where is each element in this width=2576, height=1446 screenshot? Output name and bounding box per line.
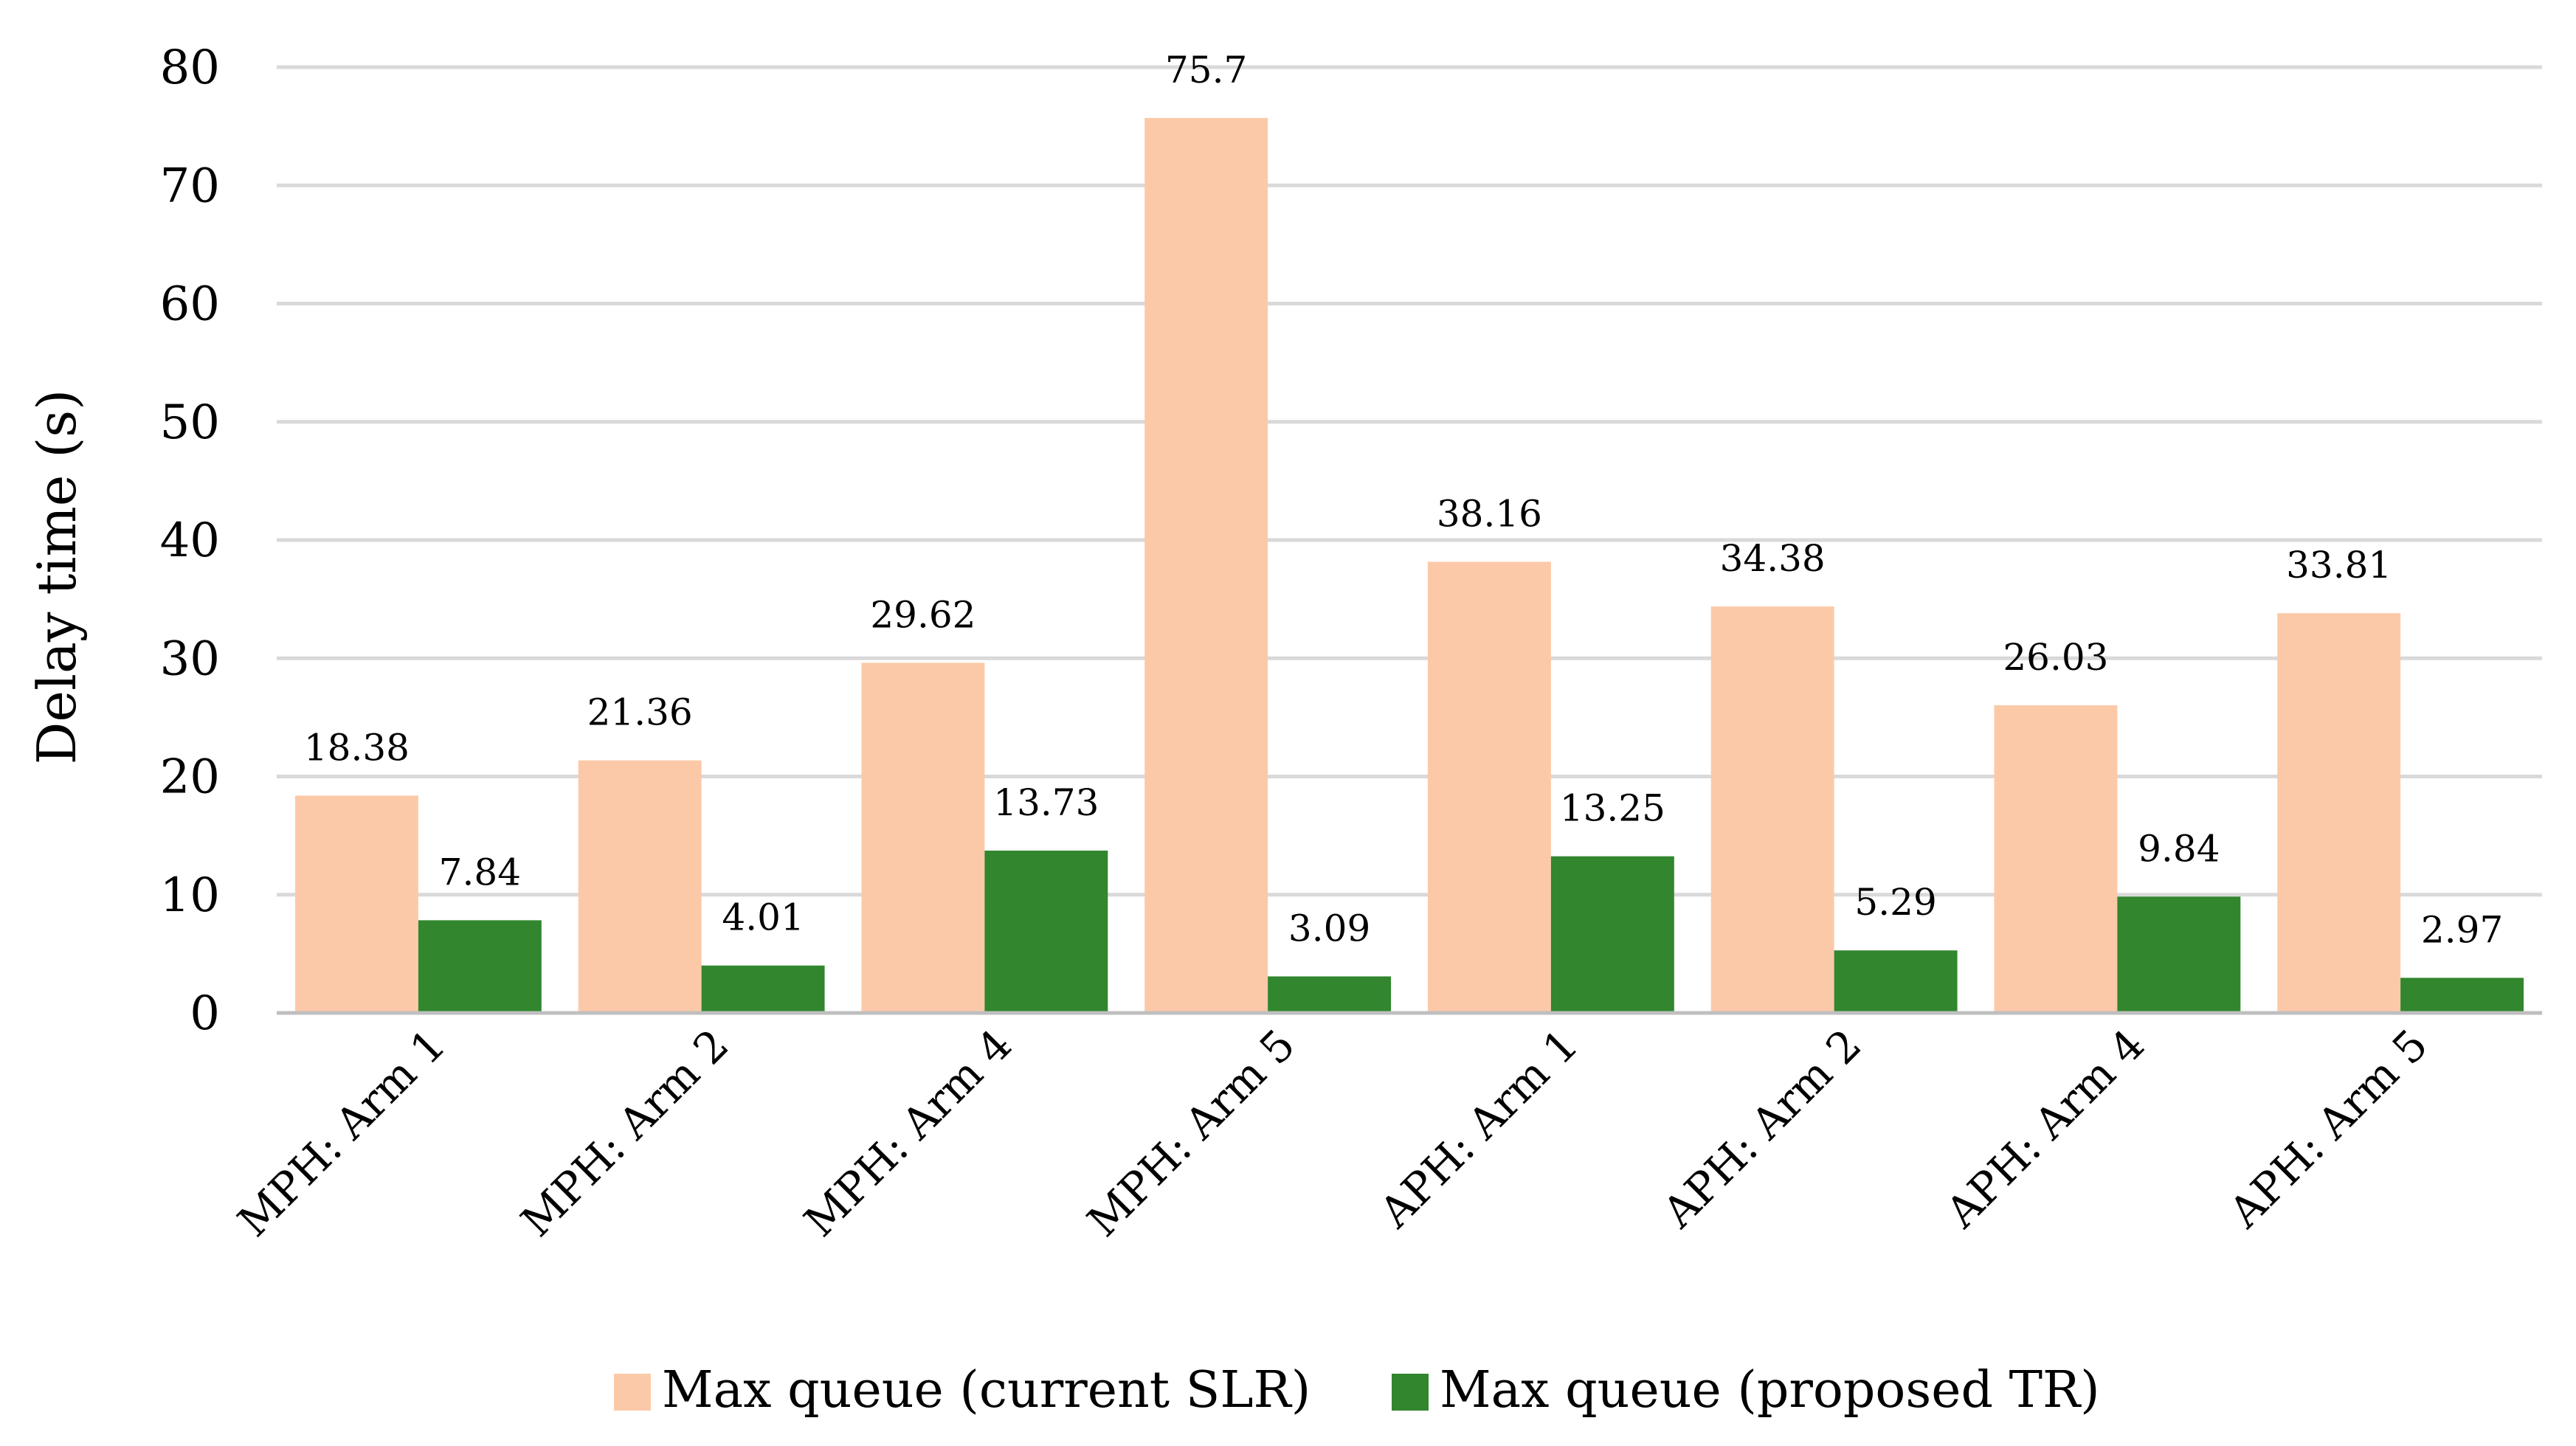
legend-swatch-proposed-tr	[1392, 1374, 1429, 1411]
bar-proposed-tr	[984, 850, 1108, 1013]
data-label: 18.38	[304, 726, 410, 769]
data-label: 38.16	[1437, 492, 1542, 535]
y-tick-label: 40	[160, 513, 220, 568]
legend-label-proposed-tr: Max queue (proposed TR)	[1440, 1361, 2100, 1419]
data-label: 13.25	[1560, 787, 1665, 830]
y-tick-label: 60	[160, 277, 220, 332]
y-axis-title: Delay time (s)	[26, 390, 88, 765]
x-category-label: MPH: Arm 4	[795, 1020, 1022, 1247]
data-label: 4.01	[722, 896, 804, 939]
data-label: 26.03	[2003, 636, 2108, 679]
legend: Max queue (current SLR) Max queue (propo…	[614, 1361, 2100, 1419]
x-category-label: APH: Arm 4	[1936, 1020, 2154, 1238]
x-category-label: MPH: Arm 1	[228, 1020, 455, 1247]
y-tick-label: 0	[190, 986, 220, 1041]
x-category-label: APH: Arm 1	[1370, 1020, 1588, 1238]
data-label: 34.38	[1720, 537, 1826, 580]
bar-current-slr	[294, 795, 418, 1013]
data-label: 33.81	[2286, 544, 2392, 587]
legend-swatch-current-slr	[614, 1374, 651, 1411]
bar-current-slr	[2277, 613, 2401, 1013]
data-label: 9.84	[2138, 827, 2220, 870]
data-label: 5.29	[1854, 881, 1936, 924]
bar-current-slr	[1994, 705, 2118, 1013]
bar-current-slr	[1710, 606, 1834, 1013]
y-axis-ticks: 0 10 20 30 40 50 60 70 80	[160, 41, 220, 1041]
bar-proposed-tr	[1834, 950, 1958, 1013]
bar-current-slr	[861, 663, 985, 1013]
x-category-label: APH: Arm 2	[1653, 1020, 1871, 1238]
x-category-label: APH: Arm 5	[2219, 1020, 2437, 1238]
bar-current-slr	[1427, 561, 1551, 1013]
y-tick-label: 70	[160, 159, 220, 213]
x-axis-categories: MPH: Arm 1 MPH: Arm 2 MPH: Arm 4 MPH: Arm 5…	[228, 1020, 2437, 1247]
y-tick-label: 10	[160, 868, 220, 923]
data-label: 75.7	[1165, 49, 1247, 91]
y-tick-label: 80	[160, 41, 220, 95]
x-category-label: MPH: Arm 5	[1077, 1020, 1305, 1247]
bar-proposed-tr	[1550, 856, 1674, 1013]
data-labels: 18.38 7.84 21.36 4.01 29.62 13.73 75.7 3.09 38.1…	[304, 49, 2503, 951]
bars	[294, 117, 2524, 1014]
legend-label-current-slr: Max queue (current SLR)	[662, 1361, 1311, 1419]
bar-proposed-tr	[418, 920, 542, 1013]
data-label: 2.97	[2421, 908, 2503, 951]
data-label: 29.62	[870, 593, 976, 636]
data-label: 13.73	[993, 781, 1099, 824]
bar-proposed-tr	[2117, 896, 2241, 1013]
data-label: 21.36	[587, 691, 693, 734]
data-label: 7.84	[439, 851, 521, 893]
bar-proposed-tr	[1268, 976, 1392, 1013]
y-tick-label: 50	[160, 395, 220, 450]
data-label: 3.09	[1288, 907, 1370, 949]
y-tick-label: 20	[160, 750, 220, 805]
bar-current-slr	[1144, 117, 1268, 1014]
bar-proposed-tr	[2400, 978, 2524, 1013]
y-tick-label: 30	[160, 632, 220, 686]
x-category-label: MPH: Arm 2	[511, 1020, 739, 1247]
bar-proposed-tr	[701, 965, 825, 1013]
bar-current-slr	[578, 760, 702, 1013]
